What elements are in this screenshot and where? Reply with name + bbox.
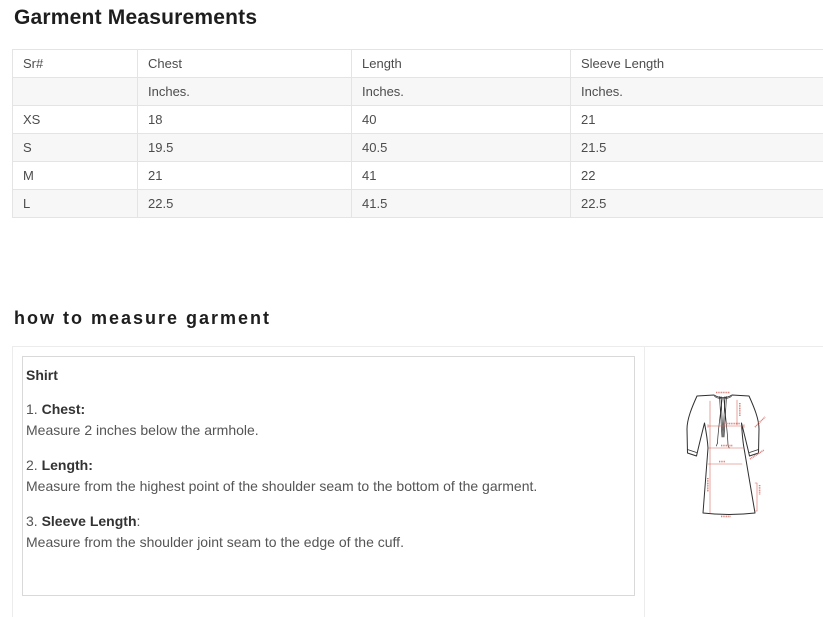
step-description: Measure from the highest point of the sh…	[26, 478, 538, 494]
cell-sleeve: 22	[570, 161, 823, 190]
column-header-length: Length	[351, 49, 571, 78]
step-number: 1.	[26, 401, 38, 417]
measurements-table: Sr# Chest Length Sleeve Length Inches. I…	[12, 49, 823, 218]
column-header-sleeve: Sleeve Length	[570, 49, 823, 78]
table-cell: Inches.	[351, 77, 571, 106]
diagram-cell	[645, 347, 768, 531]
cell-length: 41.5	[351, 189, 571, 218]
cell-length: 41	[351, 161, 571, 190]
table-row: XS 18 40 21	[12, 105, 823, 134]
cell-size: M	[12, 161, 138, 190]
cell-sleeve: 21.5	[570, 133, 823, 162]
table-cell	[12, 77, 138, 106]
how-to-measure-panel: Shirt 1. Chest: Measure 2 inches below t…	[12, 346, 823, 617]
page-title: Garment Measurements	[14, 6, 258, 29]
cell-length: 40	[351, 105, 571, 134]
table-header-row: Sr# Chest Length Sleeve Length	[12, 49, 823, 78]
garment-diagram	[678, 383, 768, 531]
table-row: S 19.5 40.5 21.5	[12, 133, 823, 162]
step-description: Measure from the shoulder joint seam to …	[26, 534, 404, 550]
cell-chest: 18	[137, 105, 352, 134]
step-length: 2. Length: Measure from the highest poin…	[26, 455, 620, 497]
cell-sleeve: 21	[570, 105, 823, 134]
cell-size: XS	[12, 105, 138, 134]
garment-diagram-image	[686, 391, 766, 518]
step-suffix: :	[136, 513, 141, 529]
step-label: Sleeve Length	[41, 513, 137, 529]
cell-length: 40.5	[351, 133, 571, 162]
step-label: Chest:	[41, 401, 86, 417]
instructions-cell: Shirt 1. Chest: Measure 2 inches below t…	[13, 347, 645, 617]
step-chest: 1. Chest: Measure 2 inches below the arm…	[26, 399, 620, 441]
table-cell: Inches.	[570, 77, 823, 106]
column-header-sr: Sr#	[12, 49, 138, 78]
step-number: 3.	[26, 513, 38, 529]
cell-size: S	[12, 133, 138, 162]
cell-chest: 22.5	[137, 189, 352, 218]
table-row: L 22.5 41.5 22.5	[12, 189, 823, 218]
cell-sleeve: 22.5	[570, 189, 823, 218]
table-row: M 21 41 22	[12, 161, 823, 190]
table-cell: Inches.	[137, 77, 352, 106]
step-number: 2.	[26, 457, 38, 473]
step-sleeve-length: 3. Sleeve Length: Measure from the shoul…	[26, 511, 620, 553]
cell-chest: 21	[137, 161, 352, 190]
step-label: Length:	[41, 457, 93, 473]
garment-type-label: Shirt	[26, 367, 58, 383]
cell-size: L	[12, 189, 138, 218]
step-description: Measure 2 inches below the armhole.	[26, 422, 259, 438]
units-row: Inches. Inches. Inches.	[12, 77, 823, 106]
cell-chest: 19.5	[137, 133, 352, 162]
section-title-how-to-measure: how to measure garment	[14, 308, 272, 328]
instructions-box: Shirt 1. Chest: Measure 2 inches below t…	[22, 356, 635, 596]
column-header-chest: Chest	[137, 49, 352, 78]
